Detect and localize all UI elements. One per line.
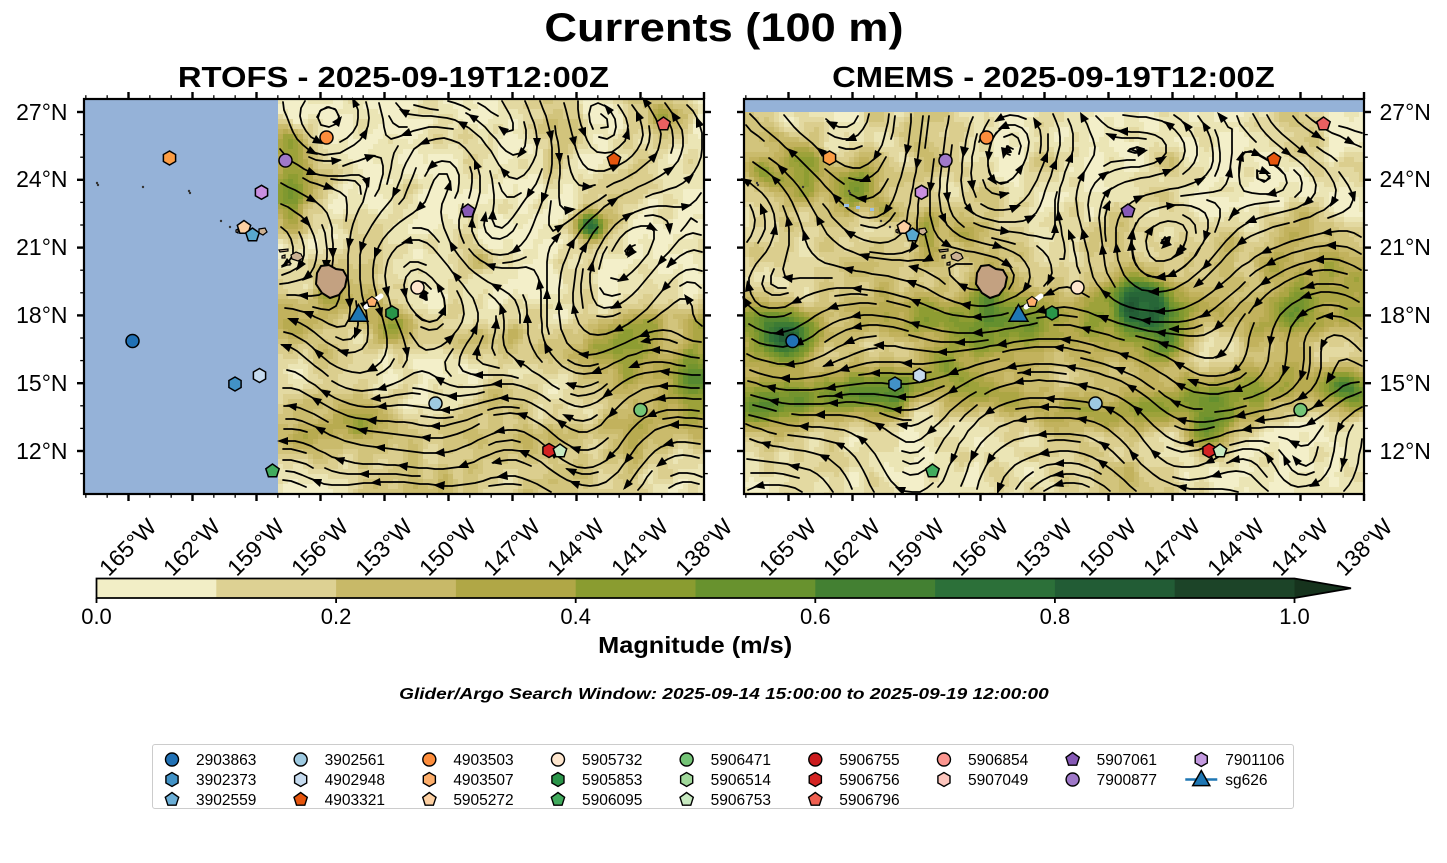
svg-text:2903863: 2903863 <box>196 752 256 769</box>
svg-text:4902948: 4902948 <box>325 772 385 789</box>
svg-text:3902373: 3902373 <box>196 772 256 789</box>
svg-text:5906753: 5906753 <box>711 792 771 809</box>
svg-text:7900877: 7900877 <box>1097 772 1157 789</box>
svg-text:4903321: 4903321 <box>325 792 385 809</box>
svg-text:5906796: 5906796 <box>839 792 899 809</box>
svg-text:5907061: 5907061 <box>1097 752 1157 769</box>
svg-text:4903507: 4903507 <box>453 772 513 789</box>
svg-text:7901106: 7901106 <box>1225 752 1284 769</box>
svg-text:5905272: 5905272 <box>453 792 513 809</box>
svg-text:3902561: 3902561 <box>325 752 385 769</box>
svg-text:5906471: 5906471 <box>711 752 771 769</box>
svg-text:5906514: 5906514 <box>711 772 772 789</box>
svg-text:sg626: sg626 <box>1225 772 1267 789</box>
svg-text:5905853: 5905853 <box>582 772 642 789</box>
svg-text:5906095: 5906095 <box>582 792 642 809</box>
svg-text:4903503: 4903503 <box>453 752 513 769</box>
svg-text:3902559: 3902559 <box>196 792 256 809</box>
svg-text:5905732: 5905732 <box>582 752 642 769</box>
svg-text:5906756: 5906756 <box>839 772 899 789</box>
svg-text:5906854: 5906854 <box>968 752 1029 769</box>
svg-text:5906755: 5906755 <box>839 752 899 769</box>
svg-text:5907049: 5907049 <box>968 772 1028 789</box>
